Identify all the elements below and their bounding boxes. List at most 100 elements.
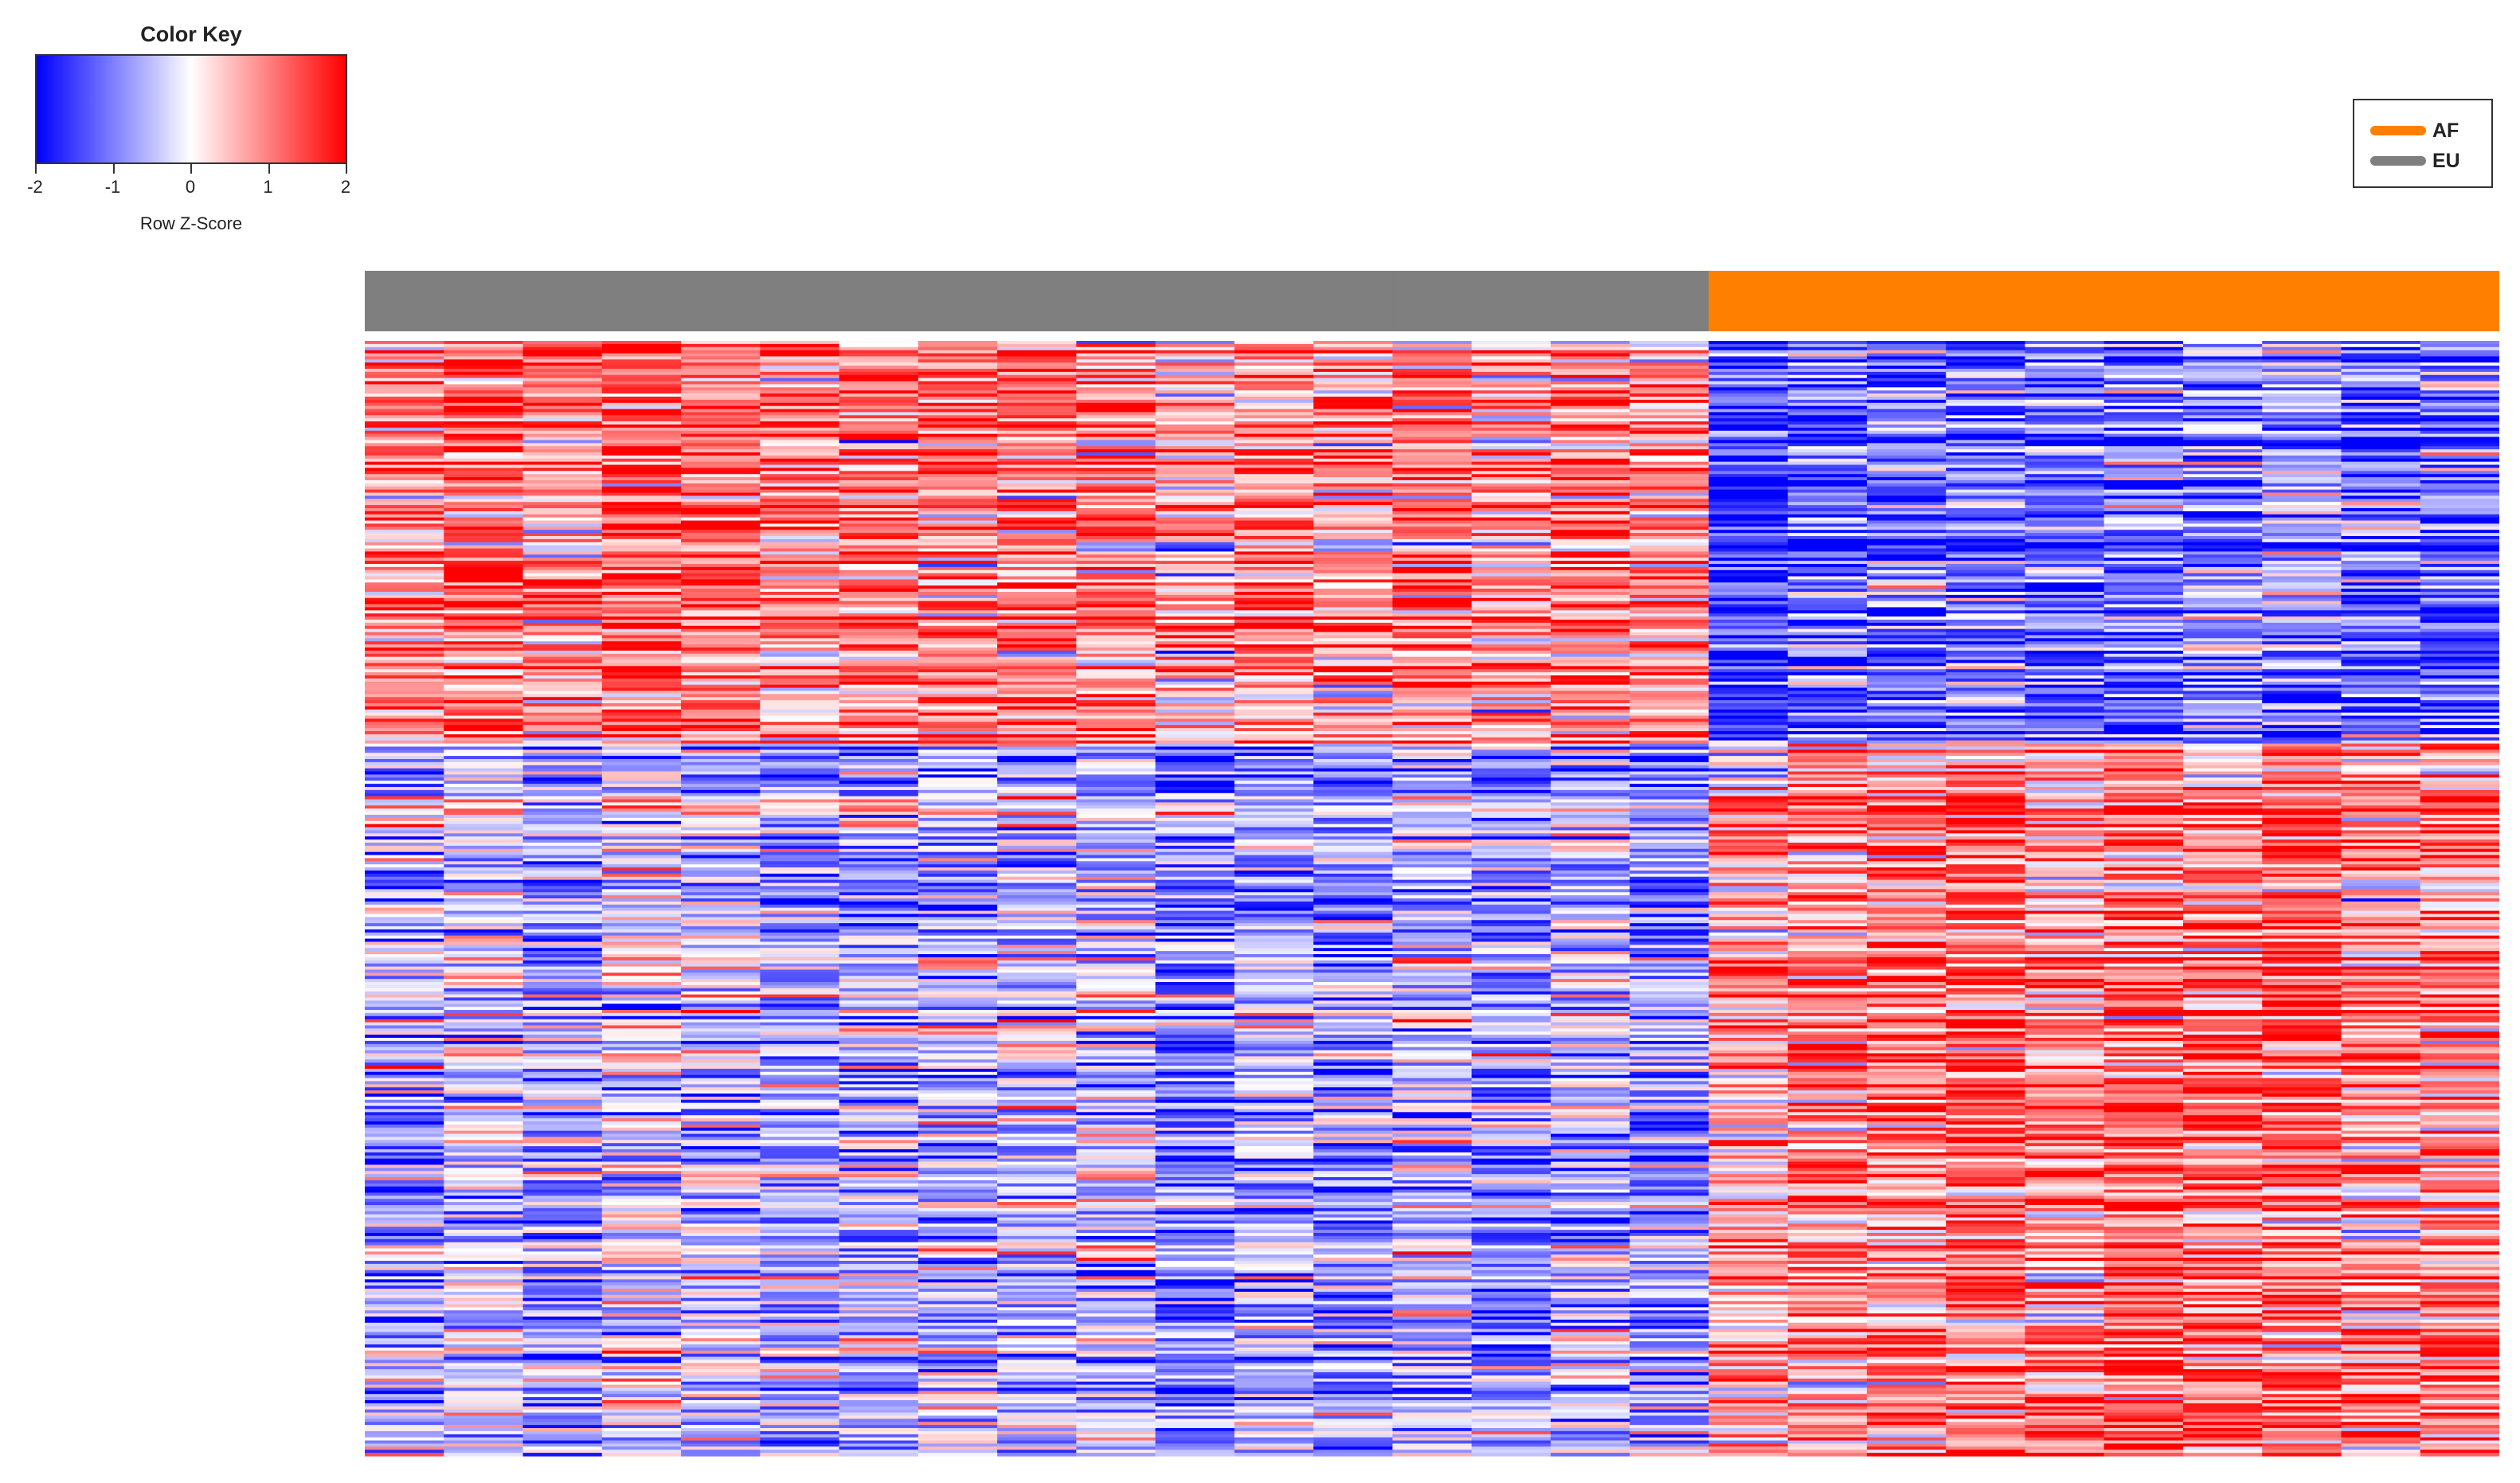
heatmap-cell — [365, 533, 444, 537]
heatmap-cell — [1471, 585, 1552, 589]
heatmap-cell — [365, 768, 444, 773]
heatmap-cell — [1946, 514, 2026, 518]
heatmap-cell — [2262, 845, 2342, 850]
heatmap-cell — [2025, 792, 2105, 797]
heatmap-cell — [1708, 455, 1789, 460]
heatmap-cell — [2025, 675, 2105, 679]
heatmap-cell — [1550, 554, 1630, 558]
heatmap-cell — [2103, 461, 2184, 466]
heatmap-cell — [1866, 402, 1947, 407]
heatmap-cell — [1708, 381, 1789, 385]
heatmap-cell — [522, 712, 603, 717]
heatmap-cell — [1313, 604, 1393, 608]
heatmap-cell — [1313, 399, 1393, 404]
heatmap-cell — [2182, 393, 2263, 397]
heatmap-cell — [1630, 737, 1710, 742]
heatmap-cell — [997, 374, 1077, 379]
heatmap-cell — [1471, 418, 1552, 422]
heatmap-cell — [1313, 777, 1393, 781]
heatmap-cell — [1076, 610, 1156, 614]
heatmap-cell — [365, 397, 444, 401]
heatmap-cell — [2262, 545, 2342, 550]
heatmap-cell — [2025, 526, 2105, 530]
heatmap-cell — [2420, 558, 2499, 562]
heatmap-cell — [2420, 374, 2499, 379]
heatmap-cell — [1392, 446, 1473, 450]
heatmap-cell — [918, 650, 998, 655]
heatmap-cell — [2341, 601, 2421, 605]
heatmap-cell — [2025, 799, 2105, 804]
heatmap-cell — [2182, 359, 2263, 363]
heatmap-cell — [681, 427, 761, 432]
heatmap-cell — [365, 861, 444, 865]
heatmap-cell — [1234, 378, 1314, 382]
heatmap-cell — [1866, 480, 1947, 484]
heatmap-cell — [522, 781, 603, 785]
heatmap-cell — [839, 746, 919, 750]
heatmap-cell — [2103, 635, 2184, 639]
heatmap-cell — [997, 628, 1077, 633]
heatmap-cell — [601, 802, 682, 806]
heatmap-cell — [997, 746, 1077, 750]
heatmap-cell — [2182, 867, 2263, 871]
heatmap-cell — [1550, 656, 1630, 661]
heatmap-cell — [2420, 514, 2499, 518]
heatmap-cell — [2025, 728, 2105, 732]
heatmap-cell — [2182, 362, 2263, 366]
heatmap-cell — [1866, 585, 1947, 589]
heatmap-cell — [1550, 616, 1630, 620]
heatmap-cell — [2025, 564, 2105, 568]
heatmap-cell — [1946, 706, 2026, 710]
heatmap-cell — [1155, 538, 1235, 543]
heatmap-cell — [365, 536, 444, 540]
heatmap-cell — [997, 620, 1077, 624]
heatmap-cell — [760, 573, 840, 577]
heatmap-cell — [1313, 430, 1393, 435]
heatmap-cell — [1787, 731, 1868, 735]
heatmap-cell — [760, 378, 840, 382]
heatmap-cell — [1076, 743, 1156, 748]
heatmap-cell — [1471, 678, 1552, 683]
heatmap-cell — [997, 564, 1077, 568]
heatmap-cell — [2182, 430, 2263, 435]
heatmap-cell — [2025, 833, 2105, 837]
heatmap-cell — [444, 440, 524, 444]
heatmap-cell — [1946, 882, 2026, 887]
heatmap-cell — [997, 709, 1077, 714]
heatmap-cell — [2420, 520, 2499, 525]
heatmap-cell — [681, 650, 761, 655]
heatmap-cell — [365, 607, 444, 611]
heatmap-cell — [1550, 796, 1630, 800]
heatmap-cell — [2103, 737, 2184, 742]
heatmap-cell — [760, 700, 840, 704]
heatmap-cell — [2103, 499, 2184, 503]
heatmap-cell — [444, 511, 524, 515]
heatmap-cell — [2341, 805, 2421, 809]
heatmap-cell — [839, 625, 919, 630]
heatmap-cell — [839, 765, 919, 769]
heatmap-cell — [2341, 440, 2421, 444]
heatmap-cell — [2025, 548, 2105, 553]
heatmap-cell — [2341, 409, 2421, 413]
heatmap-cell — [1471, 616, 1552, 620]
heatmap-cell — [2262, 622, 2342, 627]
heatmap-cell — [839, 430, 919, 435]
heatmap-cell — [2341, 371, 2421, 376]
heatmap-cell — [1313, 789, 1393, 794]
heatmap-cell — [2341, 787, 2421, 791]
heatmap-cell — [601, 343, 682, 348]
heatmap-cell — [2420, 471, 2499, 475]
heatmap-cell — [1155, 427, 1235, 432]
heatmap-cell — [2025, 533, 2105, 537]
heatmap-cell — [2103, 684, 2184, 689]
heatmap-cell — [1471, 644, 1552, 648]
heatmap-cell — [1550, 855, 1630, 859]
heatmap-cell — [444, 632, 524, 636]
heatmap-cell — [1866, 895, 1947, 899]
heatmap-cell — [760, 628, 840, 633]
heatmap-cell — [1234, 343, 1314, 348]
heatmap-cell — [365, 418, 444, 422]
heatmap-cell — [2025, 861, 2105, 865]
heatmap-cell — [681, 613, 761, 617]
heatmap-cell — [1630, 430, 1710, 435]
